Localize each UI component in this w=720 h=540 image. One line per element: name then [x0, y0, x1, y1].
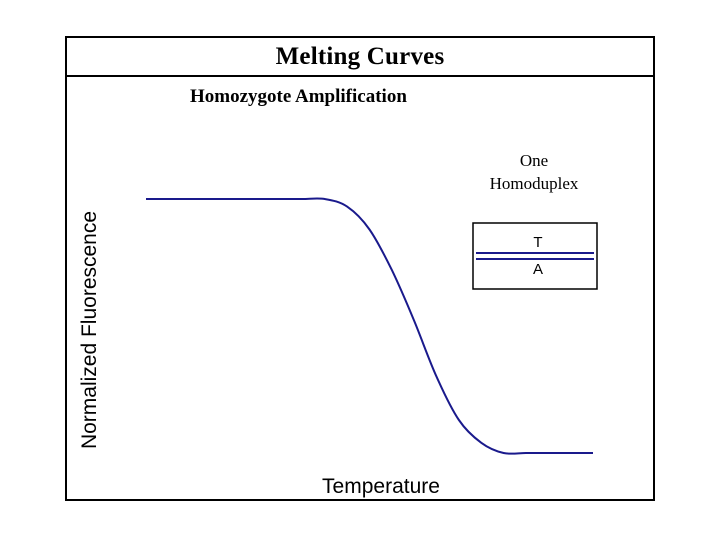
duplex-base-top: T	[533, 234, 542, 251]
title-bar: Melting Curves	[67, 38, 653, 77]
duplex-diagram: T A	[472, 222, 598, 290]
chart-subtitle: Homozygote Amplification	[190, 86, 407, 107]
homoduplex-annotation: One Homoduplex	[470, 149, 598, 195]
annotation-line-1: One	[519, 151, 549, 170]
x-axis-label: Temperature	[322, 475, 440, 498]
figure-frame: Melting Curves	[65, 36, 655, 501]
duplex-box	[472, 222, 598, 290]
annotation-line-2: Homoduplex	[489, 174, 579, 193]
melting-curve-line	[146, 197, 593, 455]
duplex-base-bottom: A	[533, 261, 543, 278]
chart-title: Melting Curves	[275, 42, 445, 70]
